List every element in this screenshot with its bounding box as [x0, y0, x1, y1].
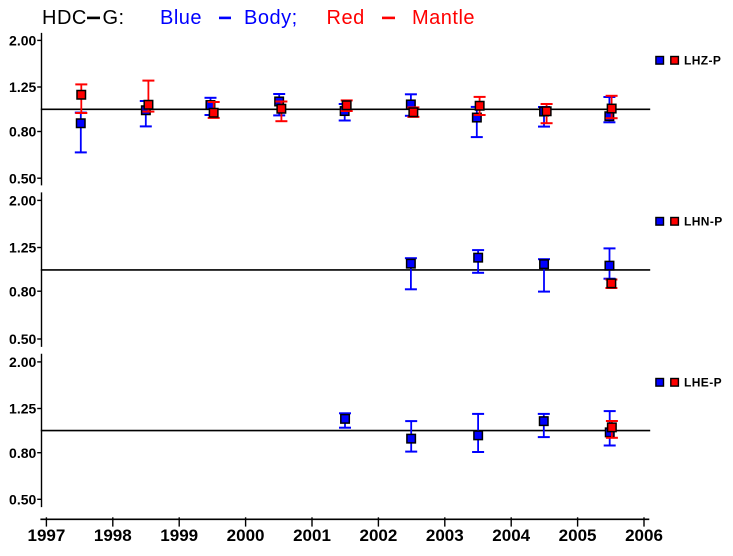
- svg-text:0.50: 0.50: [9, 491, 36, 507]
- svg-text:Mantle: Mantle: [412, 7, 475, 29]
- svg-text:2005: 2005: [559, 526, 597, 545]
- svg-text:G:: G:: [103, 7, 125, 29]
- svg-text:2001: 2001: [293, 526, 331, 545]
- svg-text:2.00: 2.00: [9, 33, 36, 49]
- svg-text:1.25: 1.25: [9, 240, 36, 256]
- svg-text:LHE-P: LHE-P: [684, 376, 722, 390]
- svg-text:2.00: 2.00: [9, 354, 36, 370]
- svg-text:1.25: 1.25: [9, 401, 36, 417]
- svg-text:2.00: 2.00: [9, 193, 36, 209]
- svg-text:0.80: 0.80: [9, 124, 36, 140]
- svg-text:0.80: 0.80: [9, 283, 36, 299]
- svg-text:Blue: Blue: [160, 7, 202, 29]
- svg-text:LHZ-P: LHZ-P: [684, 54, 721, 68]
- svg-text:2000: 2000: [227, 526, 265, 545]
- svg-text:2006: 2006: [625, 526, 663, 545]
- svg-text:0.50: 0.50: [9, 331, 36, 347]
- svg-text:2003: 2003: [426, 526, 464, 545]
- svg-text:1998: 1998: [94, 526, 132, 545]
- svg-text:LHN-P: LHN-P: [684, 215, 723, 229]
- svg-text:1997: 1997: [27, 526, 65, 545]
- svg-text:HDC: HDC: [42, 7, 87, 29]
- svg-text:1999: 1999: [160, 526, 198, 545]
- svg-text:Red: Red: [327, 7, 365, 29]
- svg-text:0.50: 0.50: [9, 170, 36, 186]
- svg-text:2002: 2002: [359, 526, 397, 545]
- svg-text:0.80: 0.80: [9, 445, 36, 461]
- svg-text:2004: 2004: [492, 526, 530, 545]
- svg-text:1.25: 1.25: [9, 79, 36, 95]
- svg-text:Body;: Body;: [244, 7, 298, 29]
